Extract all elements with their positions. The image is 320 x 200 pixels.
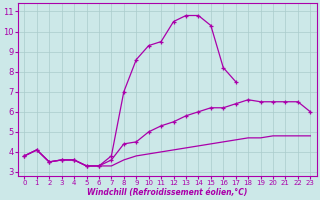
X-axis label: Windchill (Refroidissement éolien,°C): Windchill (Refroidissement éolien,°C) xyxy=(87,188,248,197)
